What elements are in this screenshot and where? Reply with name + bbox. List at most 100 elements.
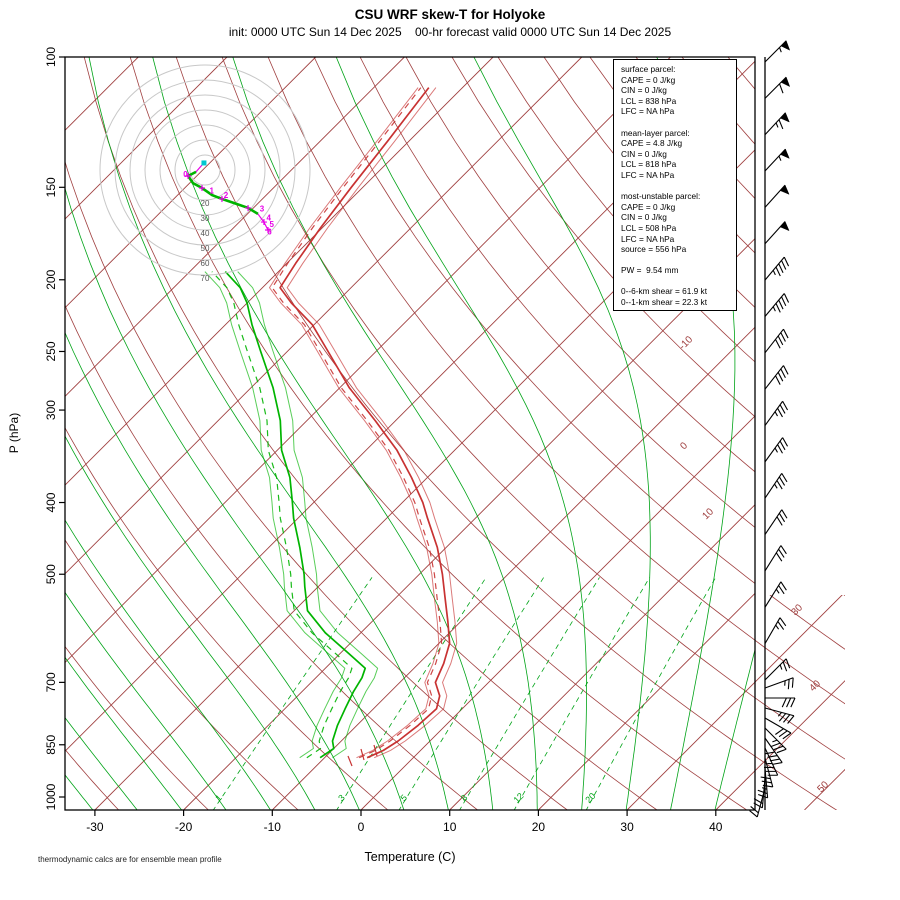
dry-adiabat-line: [65, 57, 210, 810]
wind-barb: [764, 328, 789, 354]
surface-member-tick: [373, 744, 378, 757]
mixing-ratio-label: 8: [459, 793, 470, 804]
chart-subtitle: init: 0000 UTC Sun 14 Dec 2025 00-hr for…: [228, 25, 672, 39]
isotherm-line: [715, 57, 845, 810]
moist-adiabat-line: [65, 519, 271, 810]
hodograph-ring: [99, 64, 311, 276]
isotherm-line: [360, 57, 845, 810]
skewt-background-red-lines: [65, 57, 845, 810]
mixing-ratio-line: [398, 577, 545, 810]
dry-adiabat-line: [83, 57, 659, 810]
dewpoint-member-line: [237, 271, 379, 759]
wind-barb-flag: [780, 76, 791, 88]
hodograph-plus-marker: [185, 173, 192, 179]
hodograph-km-label: 0: [183, 170, 188, 179]
sounding-profiles: [204, 87, 458, 767]
moist-adiabat-line: [65, 331, 360, 810]
isotherm-label: 10: [700, 506, 716, 522]
hodograph-ring: [174, 139, 236, 201]
temperature-member-line: [286, 87, 458, 759]
wind-barb: [764, 400, 789, 426]
wind-barb: [764, 658, 791, 681]
wind-barb-flag: [780, 40, 791, 51]
hodograph-plus-marker: [199, 185, 205, 191]
x-tick-label: 20: [532, 820, 546, 834]
isotherm-label: 0: [678, 440, 690, 452]
isotherm-label: -10: [677, 334, 695, 352]
dry-adiabat-line: [451, 57, 845, 810]
dewpoint-member-line: [204, 271, 346, 759]
x-tick-label: -20: [175, 820, 193, 834]
dry-adiabat-line: [65, 57, 390, 810]
y-tick-label: 400: [44, 492, 58, 512]
y-tick-label: 700: [44, 672, 58, 692]
wind-barb-flag: [779, 184, 790, 195]
isotherm-line: [271, 57, 845, 810]
x-tick-label: -30: [86, 820, 104, 834]
moist-adiabat-line: [656, 57, 736, 810]
isotherm-label: 50: [815, 779, 831, 795]
temperature-dashed-line: [271, 87, 443, 759]
hodograph-ring: [129, 94, 281, 246]
x-tick-label: 30: [620, 820, 634, 834]
hodograph-km-label: 3: [260, 204, 265, 213]
dry-adiabat-line: [313, 57, 845, 810]
dewpoint-dashed-line: [211, 271, 353, 759]
parcel-info-box: surface parcel: CAPE = 0 J/kg CIN = 0 J/…: [613, 59, 737, 311]
hodograph-start-marker: [201, 160, 207, 166]
y-tick-label: 300: [44, 400, 58, 420]
wind-barb-flag: [780, 148, 790, 159]
hodograph-ring-label: 20: [201, 199, 210, 208]
x-tick-label: 40: [709, 820, 723, 834]
mixing-ratio-label: 5: [398, 793, 409, 804]
wind-barb: [760, 757, 774, 788]
wind-barb: [764, 727, 787, 754]
mixing-ratio-line: [336, 577, 487, 810]
moist-adiabat-line: [152, 57, 494, 810]
dry-adiabat-line: [727, 57, 845, 810]
wind-barb-flag: [780, 112, 790, 123]
dry-adiabat-line: [359, 57, 845, 810]
hodograph-km-label: 1: [210, 186, 215, 195]
wind-barb: [764, 617, 787, 644]
y-tick-label: 1000: [44, 783, 58, 810]
y-tick-label: 250: [44, 341, 58, 361]
moist-adiabat-line: [714, 647, 755, 810]
hodograph-ring: [189, 154, 221, 186]
wind-barb: [764, 256, 790, 281]
surface-member-tick: [360, 748, 365, 761]
mixing-ratio-label: 1: [213, 793, 224, 804]
isotherm-label: 30: [789, 602, 805, 618]
mixing-ratio-line: [459, 577, 600, 810]
wind-barb: [757, 767, 769, 799]
dry-adiabat-line: [65, 57, 300, 810]
hodograph-km-label: 6: [267, 228, 272, 237]
dry-adiabat-line: [65, 57, 480, 810]
hodograph-ring-label: 70: [201, 274, 210, 283]
hodograph-ring-label: 60: [201, 259, 210, 268]
moist-adiabat-line: [335, 57, 587, 810]
isotherm-line: [65, 57, 228, 810]
dry-adiabat-line: [221, 57, 845, 810]
wind-barb: [764, 473, 788, 499]
isotherm-line: [626, 57, 845, 810]
hodograph-ring-label: 40: [201, 229, 210, 238]
moist-adiabat-line: [65, 187, 405, 810]
x-axis-label: Temperature (C): [364, 850, 456, 864]
skewt-background-green-lines: [65, 57, 755, 810]
plot-frame: [64, 56, 756, 811]
hodograph-km-label: 5: [270, 220, 275, 229]
hodograph-plus-marker: [260, 219, 267, 226]
hodograph-plus-marker: [265, 227, 271, 233]
wind-barb: [765, 697, 796, 708]
y-tick-label: 850: [44, 734, 58, 754]
isotherm-line: [65, 57, 317, 810]
wind-barb: [764, 545, 787, 572]
y-tick-label: 500: [44, 564, 58, 584]
hodograph-ring-label: 30: [201, 214, 210, 223]
moist-adiabat-line: [232, 57, 538, 810]
wind-barb: [749, 787, 766, 818]
hodograph-ring-label: 50: [201, 244, 210, 253]
